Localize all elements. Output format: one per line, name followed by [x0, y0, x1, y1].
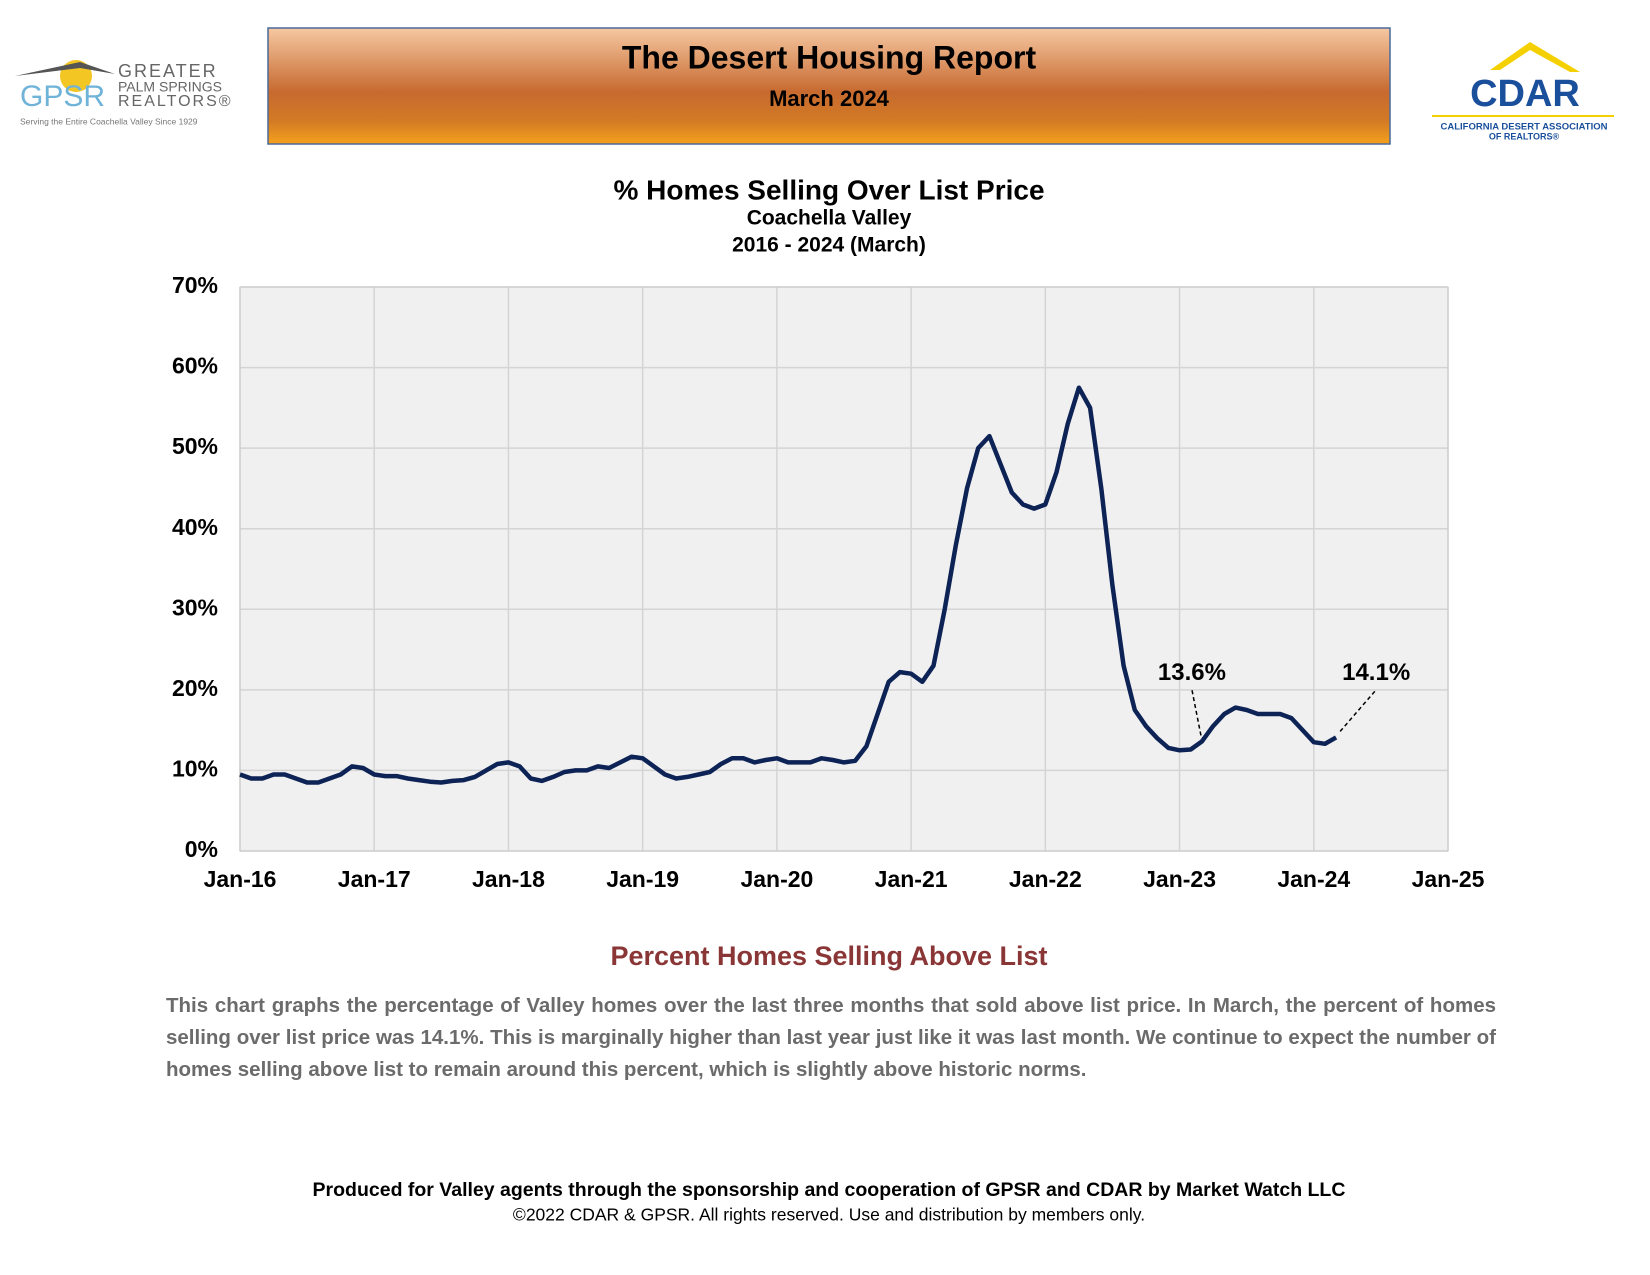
logo-text: CALIFORNIA DESERT ASSOCIATION	[1441, 122, 1608, 133]
header-title: The Desert Housing Report	[622, 39, 1037, 75]
y-tick-label: 60%	[172, 353, 218, 379]
y-tick-label: 10%	[172, 756, 218, 782]
y-tick-label: 50%	[172, 433, 218, 459]
y-tick-label: 0%	[185, 836, 218, 862]
x-tick-label: Jan-19	[606, 866, 679, 892]
y-tick-label: 70%	[172, 272, 218, 298]
gpsr-logo: GPSR GREATER PALM SPRINGS REALTORS® Serv…	[15, 60, 233, 126]
chart-title: % Homes Selling Over List Price	[613, 174, 1044, 205]
section-heading: Percent Homes Selling Above List	[610, 941, 1047, 971]
data-label: 13.6%	[1158, 659, 1226, 686]
header-banner	[267, 27, 1391, 145]
x-tick-label: Jan-18	[472, 866, 545, 892]
logo-mark: CDAR	[1470, 73, 1580, 115]
footer-text: ©2022 CDAR & GPSR. All rights reserved. …	[513, 1205, 1145, 1225]
x-tick-label: Jan-17	[338, 866, 411, 892]
logo-text: GREATER	[118, 61, 218, 81]
data-label: 14.1%	[1342, 659, 1410, 686]
header-subtitle: March 2024	[769, 86, 890, 111]
plot-border	[239, 286, 1449, 852]
y-tick-label: 30%	[172, 594, 218, 620]
x-tick-label: Jan-24	[1277, 866, 1350, 892]
y-tick-label: 40%	[172, 514, 218, 540]
logo-mark: GPSR	[20, 80, 105, 113]
x-tick-label: Jan-23	[1143, 866, 1216, 892]
y-tick-label: 20%	[172, 675, 218, 701]
cdar-logo: CDAR CALIFORNIA DESERT ASSOCIATION OF RE…	[1432, 42, 1614, 141]
logo-tagline: Serving the Entire Coachella Valley Sinc…	[20, 116, 198, 126]
chart: 0% 10% 20% 30% 40% 50% 60% 70% Jan-16 Jan-17 Jan-1…	[172, 272, 1485, 892]
logo-text: PALM SPRINGS	[118, 79, 222, 95]
data-line	[239, 385, 1338, 785]
annotation-leader	[1191, 689, 1202, 736]
x-tick-label: Jan-16	[204, 866, 277, 892]
logo-text: OF REALTORS®	[1489, 131, 1560, 141]
x-tick-label: Jan-25	[1412, 866, 1485, 892]
footer-text: Produced for Valley agents through the s…	[313, 1179, 1346, 1201]
x-tick-label: Jan-21	[875, 866, 948, 892]
annotation-leader	[1339, 689, 1377, 732]
x-tick-label: Jan-20	[740, 866, 813, 892]
chart-subtitle: 2016 - 2024 (March)	[732, 234, 926, 257]
logo-text: REALTORS®	[118, 93, 233, 110]
x-tick-label: Jan-22	[1009, 866, 1082, 892]
section-body: This chart graphs the percentage of Vall…	[166, 994, 1496, 1081]
chart-subtitle: Coachella Valley	[747, 207, 912, 230]
plot-area	[240, 287, 1448, 851]
